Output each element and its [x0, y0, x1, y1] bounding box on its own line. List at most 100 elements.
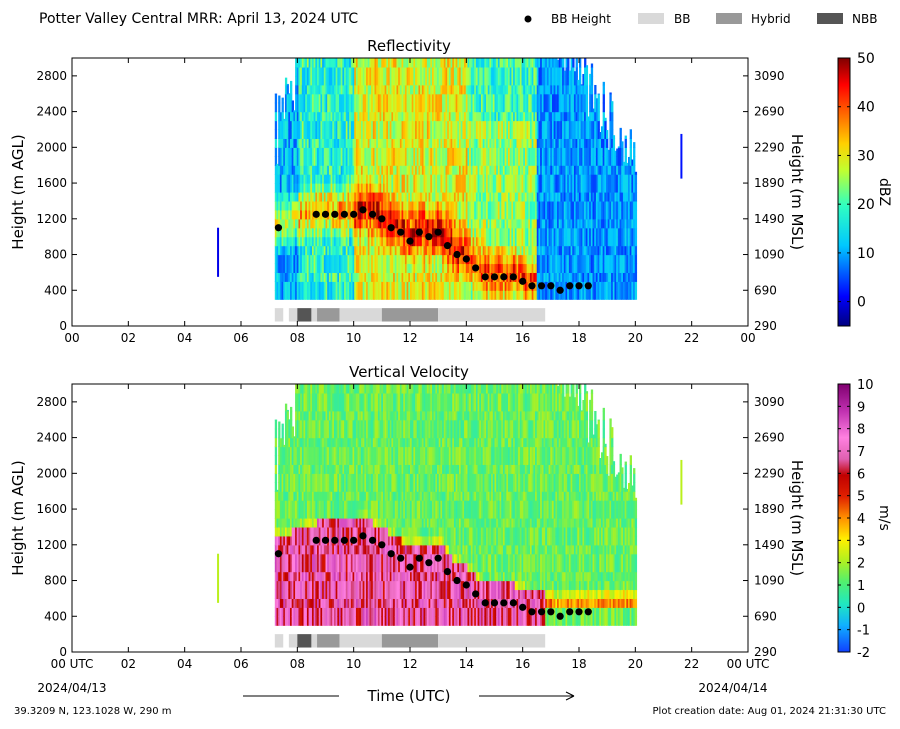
field-cell [333, 93, 337, 104]
field-cell [398, 66, 401, 77]
field-cell [376, 111, 379, 122]
field-cell [448, 192, 452, 202]
field-cell [376, 183, 379, 193]
field-cell [484, 245, 487, 256]
field-cell [579, 102, 582, 113]
field-cell [535, 290, 538, 300]
field-cell [497, 111, 501, 122]
field-cell [589, 290, 592, 300]
field-cell [499, 138, 502, 148]
field-cell [440, 120, 443, 131]
field-cell [354, 111, 357, 122]
field-cell [452, 200, 455, 211]
field-cell [404, 209, 408, 220]
field-cell [536, 281, 540, 291]
field-cell [384, 75, 387, 86]
field-cell [339, 75, 342, 86]
field-cell [406, 209, 409, 220]
field-cell [514, 200, 518, 211]
field-cell [453, 254, 457, 265]
field-cell [437, 138, 440, 148]
field-cell [332, 192, 335, 202]
field-cell [558, 165, 562, 175]
field-cell [496, 111, 499, 122]
field-cell [354, 174, 357, 184]
field-cell [447, 227, 450, 238]
field-cell [474, 209, 477, 220]
field-cell [317, 236, 320, 247]
field-cell [580, 254, 583, 265]
field-cell [472, 156, 475, 166]
field-cell [362, 66, 365, 77]
field-cell [320, 66, 323, 77]
field-cell [572, 120, 575, 131]
field-cell [360, 209, 364, 220]
field-cell [364, 156, 367, 166]
field-cell [360, 281, 364, 291]
field-cell [290, 174, 293, 184]
field-cell [469, 120, 472, 131]
field-cell [350, 58, 354, 68]
field-cell [511, 58, 514, 68]
field-cell [359, 290, 362, 300]
field-cell [572, 272, 575, 282]
field-cell [333, 102, 337, 113]
field-cell [582, 254, 585, 265]
field-cell [315, 102, 318, 113]
field-cell [354, 183, 357, 193]
field-cell [425, 183, 428, 193]
field-cell [548, 290, 551, 300]
field-cell [286, 183, 289, 193]
field-cell [340, 254, 343, 265]
field-cell [340, 102, 343, 113]
field-cell [482, 156, 485, 166]
field-cell [582, 183, 585, 193]
field-cell [406, 129, 409, 139]
field-cell [298, 209, 301, 220]
legend-label-bb-height: BB Height [551, 12, 611, 26]
field-cell [379, 183, 382, 193]
field-cell [582, 156, 585, 166]
field-cell [355, 84, 359, 95]
field-cell [568, 200, 572, 211]
field-cell [548, 183, 551, 193]
field-cell [310, 218, 313, 229]
field-cell [538, 290, 541, 300]
field-cell [311, 174, 315, 184]
field-cell [502, 200, 506, 211]
field-cell [393, 165, 396, 175]
field-cell [386, 102, 389, 113]
field-cell [318, 66, 322, 77]
field-cell [579, 174, 582, 184]
field-cell [535, 245, 538, 256]
field-cell [421, 227, 425, 238]
field-cell [357, 120, 360, 131]
field-cell [575, 93, 578, 104]
field-cell [398, 147, 401, 157]
field-cell [416, 111, 420, 122]
field-cell [382, 165, 386, 175]
field-cell [352, 236, 355, 247]
field-cell [496, 236, 499, 247]
field-cell [330, 218, 333, 229]
field-cell [521, 281, 524, 291]
field-cell [322, 281, 325, 291]
field-cell [408, 66, 411, 77]
field-cell [568, 245, 572, 256]
field-cell [536, 272, 540, 282]
field-cell [437, 272, 440, 282]
field-cell [519, 138, 523, 148]
field-cell [428, 75, 431, 86]
field-cell [428, 254, 431, 265]
field-cell [342, 165, 345, 175]
field-cell [315, 147, 318, 157]
field-cell [469, 200, 472, 211]
field-cell [296, 156, 300, 166]
field-cell [519, 200, 523, 211]
field-cell [415, 147, 418, 157]
field-cell [511, 165, 514, 175]
field-cell [460, 209, 463, 220]
field-cell [399, 263, 403, 273]
field-cell [315, 120, 318, 131]
field-cell [437, 129, 440, 139]
